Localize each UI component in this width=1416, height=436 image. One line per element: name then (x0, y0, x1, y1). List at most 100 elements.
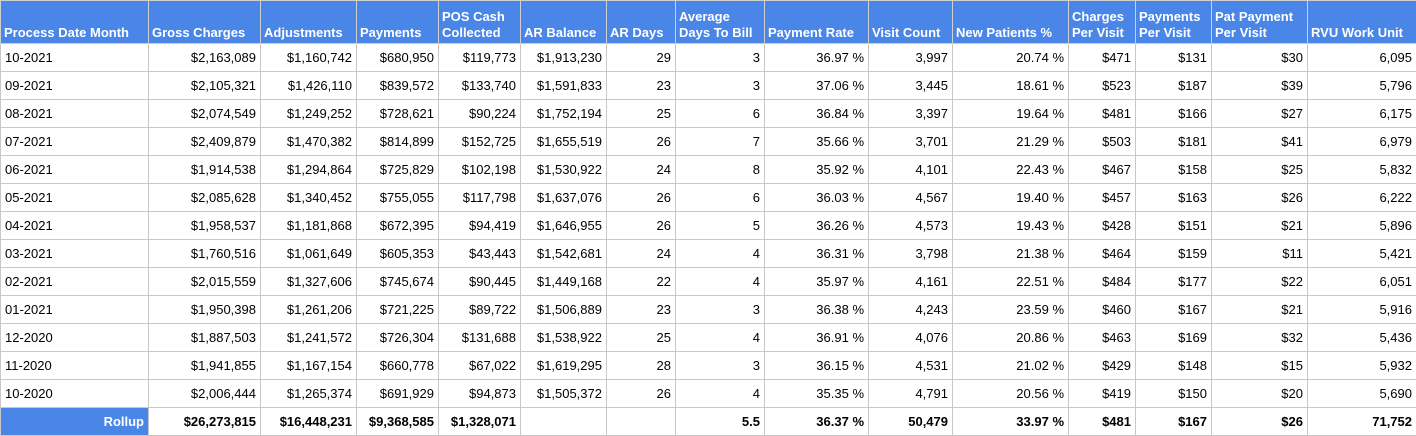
cell-adj: $1,249,252 (261, 100, 357, 128)
cell-patppv: $32 (1212, 324, 1308, 352)
rollup-ardays (607, 408, 676, 436)
cell-cpv: $503 (1069, 128, 1136, 156)
cell-newpct: 20.56 % (953, 380, 1069, 408)
rollup-visits: 50,479 (869, 408, 953, 436)
rollup-row[interactable]: Rollup$26,273,815$16,448,231$9,368,585$1… (1, 408, 1416, 436)
cell-rvu: 6,979 (1308, 128, 1416, 156)
col-header-payments[interactable]: Payments (357, 1, 439, 44)
col-header-payment-rate[interactable]: Payment Rate (765, 1, 869, 44)
cell-adj: $1,061,649 (261, 240, 357, 268)
cell-adtb: 8 (676, 156, 765, 184)
cell-adtb: 4 (676, 268, 765, 296)
col-header-process-date-month[interactable]: Process Date Month (1, 1, 149, 44)
table-row[interactable]: 04-2021$1,958,537$1,181,868$672,395$94,4… (1, 212, 1416, 240)
cell-ardays: 26 (607, 184, 676, 212)
col-header-ar-days[interactable]: AR Days (607, 1, 676, 44)
cell-cpv: $419 (1069, 380, 1136, 408)
cell-arbal: $1,646,955 (521, 212, 607, 240)
cell-rvu: 5,896 (1308, 212, 1416, 240)
cell-pos: $90,224 (439, 100, 521, 128)
cell-ardays: 25 (607, 100, 676, 128)
cell-adj: $1,265,374 (261, 380, 357, 408)
cell-month: 07-2021 (1, 128, 149, 156)
cell-gross: $2,105,321 (149, 72, 261, 100)
cell-gross: $2,006,444 (149, 380, 261, 408)
cell-month: 04-2021 (1, 212, 149, 240)
cell-pay: $728,621 (357, 100, 439, 128)
cell-patppv: $21 (1212, 212, 1308, 240)
table-row[interactable]: 12-2020$1,887,503$1,241,572$726,304$131,… (1, 324, 1416, 352)
cell-payrate: 36.97 % (765, 44, 869, 72)
cell-ardays: 26 (607, 128, 676, 156)
cell-visits: 4,243 (869, 296, 953, 324)
cell-month: 10-2021 (1, 44, 149, 72)
cell-visits: 4,573 (869, 212, 953, 240)
cell-pos: $89,722 (439, 296, 521, 324)
table-row[interactable]: 10-2020$2,006,444$1,265,374$691,929$94,8… (1, 380, 1416, 408)
table-row[interactable]: 05-2021$2,085,628$1,340,452$755,055$117,… (1, 184, 1416, 212)
cell-pay: $839,572 (357, 72, 439, 100)
cell-patppv: $26 (1212, 184, 1308, 212)
rollup-rvu: 71,752 (1308, 408, 1416, 436)
cell-newpct: 22.43 % (953, 156, 1069, 184)
cell-rvu: 5,421 (1308, 240, 1416, 268)
table-row[interactable]: 03-2021$1,760,516$1,061,649$605,353$43,4… (1, 240, 1416, 268)
table-row[interactable]: 06-2021$1,914,538$1,294,864$725,829$102,… (1, 156, 1416, 184)
cell-cpv: $481 (1069, 100, 1136, 128)
cell-gross: $2,163,089 (149, 44, 261, 72)
cell-newpct: 21.02 % (953, 352, 1069, 380)
cell-pay: $745,674 (357, 268, 439, 296)
cell-adj: $1,426,110 (261, 72, 357, 100)
cell-patppv: $30 (1212, 44, 1308, 72)
cell-newpct: 20.74 % (953, 44, 1069, 72)
cell-adj: $1,294,864 (261, 156, 357, 184)
cell-patppv: $22 (1212, 268, 1308, 296)
cell-pay: $660,778 (357, 352, 439, 380)
table-row[interactable]: 09-2021$2,105,321$1,426,110$839,572$133,… (1, 72, 1416, 100)
cell-arbal: $1,505,372 (521, 380, 607, 408)
cell-patppv: $41 (1212, 128, 1308, 156)
cell-arbal: $1,619,295 (521, 352, 607, 380)
table-row[interactable]: 01-2021$1,950,398$1,261,206$721,225$89,7… (1, 296, 1416, 324)
cell-gross: $1,760,516 (149, 240, 261, 268)
cell-pay: $725,829 (357, 156, 439, 184)
cell-gross: $1,950,398 (149, 296, 261, 324)
cell-cpv: $471 (1069, 44, 1136, 72)
col-header-visit-count[interactable]: Visit Count (869, 1, 953, 44)
cell-newpct: 20.86 % (953, 324, 1069, 352)
col-header-adjustments[interactable]: Adjustments (261, 1, 357, 44)
cell-month: 12-2020 (1, 324, 149, 352)
cell-ardays: 28 (607, 352, 676, 380)
table-row[interactable]: 08-2021$2,074,549$1,249,252$728,621$90,2… (1, 100, 1416, 128)
cell-pos: $102,198 (439, 156, 521, 184)
table-row[interactable]: 11-2020$1,941,855$1,167,154$660,778$67,0… (1, 352, 1416, 380)
header-row: Process Date Month Gross Charges Adjustm… (1, 1, 1416, 44)
table-row[interactable]: 10-2021$2,163,089$1,160,742$680,950$119,… (1, 44, 1416, 72)
cell-ppv: $169 (1136, 324, 1212, 352)
col-header-ar-balance[interactable]: AR Balance (521, 1, 607, 44)
cell-month: 01-2021 (1, 296, 149, 324)
table-row[interactable]: 02-2021$2,015,559$1,327,606$745,674$90,4… (1, 268, 1416, 296)
cell-adtb: 4 (676, 380, 765, 408)
col-header-rvu-work-unit[interactable]: RVU Work Unit (1308, 1, 1416, 44)
cell-adj: $1,181,868 (261, 212, 357, 240)
table-row[interactable]: 07-2021$2,409,879$1,470,382$814,899$152,… (1, 128, 1416, 156)
cell-newpct: 23.59 % (953, 296, 1069, 324)
cell-adj: $1,327,606 (261, 268, 357, 296)
cell-rvu: 5,690 (1308, 380, 1416, 408)
cell-cpv: $463 (1069, 324, 1136, 352)
col-header-new-patients-pct[interactable]: New Patients % (953, 1, 1069, 44)
cell-visits: 3,445 (869, 72, 953, 100)
cell-ppv: $158 (1136, 156, 1212, 184)
cell-adtb: 3 (676, 296, 765, 324)
cell-pos: $94,873 (439, 380, 521, 408)
cell-adtb: 4 (676, 240, 765, 268)
col-header-gross-charges[interactable]: Gross Charges (149, 1, 261, 44)
cell-ardays: 23 (607, 72, 676, 100)
